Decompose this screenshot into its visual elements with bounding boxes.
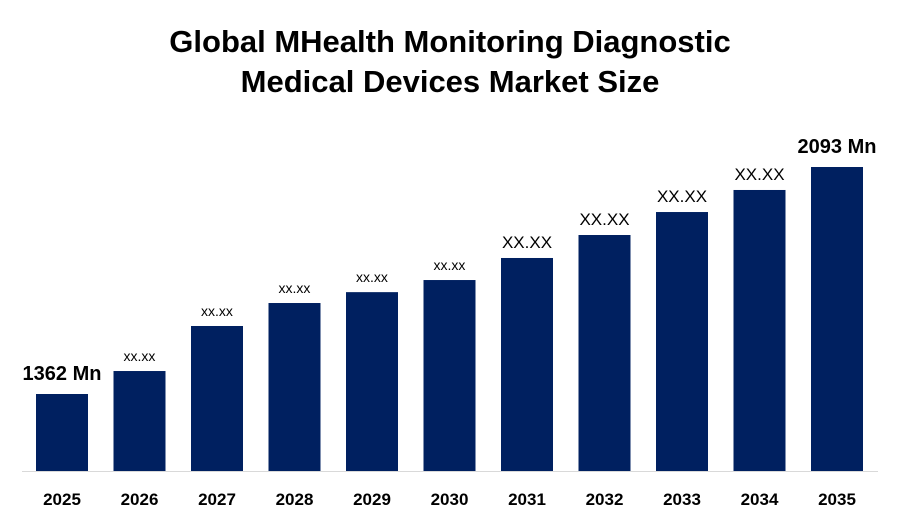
- x-tick-label: 2025: [43, 490, 81, 509]
- bar-2028: [268, 303, 321, 471]
- data-label: 2093 Mn: [798, 136, 877, 158]
- x-tick-label: 2035: [818, 490, 856, 509]
- bar-2029: [346, 292, 398, 471]
- data-label: XX.XX: [579, 210, 629, 229]
- bar-2032: [578, 235, 631, 471]
- x-tick-label: 2029: [353, 490, 391, 509]
- data-label: xx.xx: [201, 303, 233, 319]
- bar-2025: [36, 394, 88, 471]
- bar-2035: [811, 167, 863, 471]
- chart-title: Global MHealth Monitoring Diagnostic Med…: [0, 22, 900, 102]
- data-label: xx.xx: [279, 280, 311, 296]
- data-label: 1362 Mn: [23, 363, 102, 385]
- data-label: XX.XX: [734, 165, 784, 184]
- x-tick-label: 2032: [586, 490, 624, 509]
- bar-2034: [733, 189, 786, 471]
- data-label: XX.XX: [502, 233, 552, 252]
- bar-2033: [656, 212, 708, 472]
- x-tick-label: 2026: [121, 490, 159, 509]
- bar-2030: [423, 280, 476, 471]
- chart-title-line-2: Medical Devices Market Size: [240, 64, 660, 99]
- data-label: xx.xx: [356, 269, 388, 285]
- x-tick-label: 2034: [741, 490, 779, 509]
- data-label: xx.xx: [434, 257, 466, 273]
- chart-title-line-1: Global MHealth Monitoring Diagnostic: [169, 24, 731, 59]
- x-tick-label: 2027: [198, 490, 236, 509]
- bar-2027: [191, 325, 243, 471]
- data-label: XX.XX: [657, 187, 707, 206]
- data-label: xx.xx: [124, 348, 156, 364]
- x-tick-label: 2033: [663, 490, 701, 509]
- bar-2031: [501, 257, 553, 471]
- x-tick-label: 2031: [508, 490, 546, 509]
- x-tick-label: 2028: [276, 490, 314, 509]
- bar-2026: [113, 371, 166, 471]
- x-tick-label: 2030: [431, 490, 469, 509]
